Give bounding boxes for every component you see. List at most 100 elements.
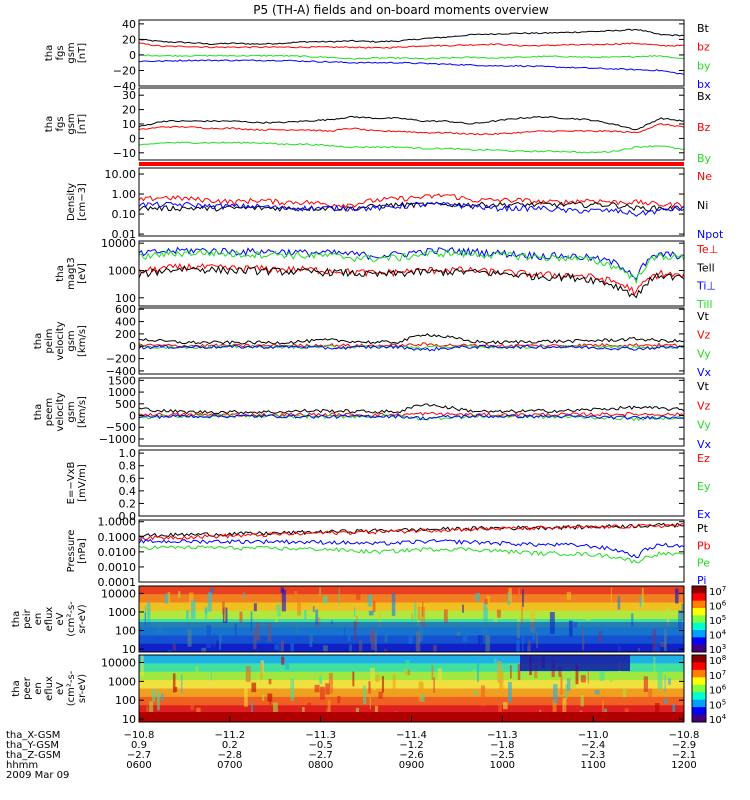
x-tick-label: −11.0	[578, 730, 609, 741]
x-tick-label: 1100	[580, 760, 605, 771]
series-2-3	[139, 141, 684, 154]
y-tick-label: 0.2	[119, 497, 137, 510]
x-row-name: tha_Z-GSM	[6, 750, 61, 761]
y-tick-label: 400	[115, 316, 136, 329]
colorbar-label: 107	[709, 585, 726, 598]
spectrogram-9	[139, 586, 684, 652]
y-axis-label: thamagt3[eV]	[55, 257, 88, 290]
panel-7: 1.00.80.60.40.20.0 E=−VxB[mV/m] Ez Ey Ex	[66, 447, 711, 523]
y-tick-label: 200	[115, 328, 136, 341]
series-8-1	[139, 522, 684, 538]
y-axis-label: thafgsgsm[nT]	[44, 42, 88, 63]
x-row-name: tha_X-GSM	[6, 730, 60, 741]
series-1-4	[139, 59, 684, 75]
legend-pi: Pi	[697, 574, 706, 587]
legend-pb: Pb	[697, 539, 711, 552]
series-3-1	[139, 193, 684, 209]
y-tick-label: −20	[113, 64, 136, 77]
series-3-3	[139, 201, 684, 217]
legend-ez: Ez	[697, 452, 710, 465]
x-tick-label: −1.8	[490, 740, 514, 751]
y-tick-label: 0.0010	[98, 561, 137, 574]
x-tick-label: −11.3	[305, 730, 336, 741]
series-group-3	[139, 193, 684, 217]
x-tick-label: 0.2	[222, 740, 238, 751]
legend-ex: Ex	[697, 508, 711, 521]
panel-8: 1.0000 0.1000 0.0100 0.0010 0.0001 Pressure[n…	[66, 516, 711, 589]
panel-frame	[138, 307, 685, 375]
x-axis-block: tha_X-GSM −10.8 −11.2 −11.3 −11.4 −11.3 −11.0−…	[6, 716, 699, 781]
panel-frame	[138, 167, 685, 237]
y-tick-label: 100	[115, 625, 136, 638]
panel-1: 40 20 0 −20 −40 thafgsgsm[nT] Bt bz by bx	[44, 18, 711, 93]
y-tick-label: 0.1000	[98, 531, 137, 544]
y-tick-label: 500	[115, 398, 136, 411]
x-row-name: tha_Y-GSM	[6, 740, 59, 751]
x-tick-label: −2.4	[581, 740, 605, 751]
series-8-2	[139, 523, 684, 541]
y-tick-label: 10000	[101, 657, 136, 670]
x-tick-label: −2.9	[672, 740, 696, 751]
x-tick-label: −2.1	[672, 750, 696, 761]
y-tick-label: 1.0000	[98, 516, 137, 529]
series-4-4	[139, 249, 684, 285]
legend-bz: Bz	[697, 121, 711, 134]
legend-bt: Bt	[697, 22, 710, 35]
y-tick-label: 10.00	[105, 168, 137, 181]
legend-by: by	[697, 59, 711, 72]
series-6-4	[139, 414, 684, 421]
legend-bx: Bx	[697, 90, 712, 103]
panel-stack: 40200−20−40thafgsgsm[nT]Btbzbybx3020100−…	[11, 18, 727, 726]
y-tick-label: 20	[122, 104, 136, 117]
legend-bz: bz	[697, 41, 710, 54]
y-tick-label: 20	[122, 33, 136, 46]
colorbar-label: 106	[709, 600, 727, 613]
panel-frame	[138, 449, 685, 517]
series-1-1	[139, 28, 684, 45]
legend-ni: Ni	[697, 199, 708, 212]
series-2-2	[139, 123, 684, 136]
legend-vx: Vx	[697, 366, 712, 379]
y-tick-label: 0	[129, 49, 136, 62]
x-tick-label: −11.2	[215, 730, 246, 741]
legend-pe: Pe	[697, 557, 710, 570]
legend-te⊥: Te⊥	[696, 243, 718, 256]
x-row-name: hhmm	[6, 760, 38, 771]
y-tick-label: 10	[122, 118, 136, 131]
y-axis-label: thapeirenefluxeV(cm²-s-sr-eV)	[11, 601, 88, 637]
y-tick-label: 1000	[108, 675, 136, 688]
colorbar-label: 105	[709, 614, 726, 627]
series-4-2	[139, 265, 684, 299]
legend-vz: Vz	[697, 399, 711, 412]
y-tick-label: 10	[122, 713, 136, 726]
colorbar-label: 104	[709, 713, 727, 726]
series-group-4	[139, 246, 684, 299]
legend-vz: Vz	[697, 329, 711, 342]
date-label: 2009 Mar 09	[6, 770, 69, 781]
x-tick-label: −2.6	[399, 750, 423, 761]
legend-ne: Ne	[697, 170, 712, 183]
x-tick-label: −2.3	[581, 750, 605, 761]
y-tick-label: 10000	[101, 237, 136, 250]
y-tick-label: 0	[129, 132, 136, 145]
x-tick-label: −10.8	[124, 730, 155, 741]
colorbar-label: 108	[709, 654, 726, 667]
series-5-4	[139, 344, 684, 352]
y-tick-label: 0.0	[119, 510, 137, 523]
y-tick-label: 1000	[108, 606, 136, 619]
legend-vy: Vy	[697, 347, 711, 360]
y-tick-label: 1000	[108, 264, 136, 277]
x-tick-label: −2.5	[490, 750, 514, 761]
x-tick-label: −2.7	[127, 750, 151, 761]
series-5-2	[139, 342, 684, 349]
colorbar-label: 105	[709, 698, 726, 711]
y-tick-label: −400	[106, 365, 136, 378]
y-tick-label: −1000	[99, 433, 136, 446]
colorbar-label: 103	[709, 643, 726, 656]
y-tick-label: 0.8	[119, 460, 137, 473]
y-tick-label: 1500	[108, 374, 136, 387]
